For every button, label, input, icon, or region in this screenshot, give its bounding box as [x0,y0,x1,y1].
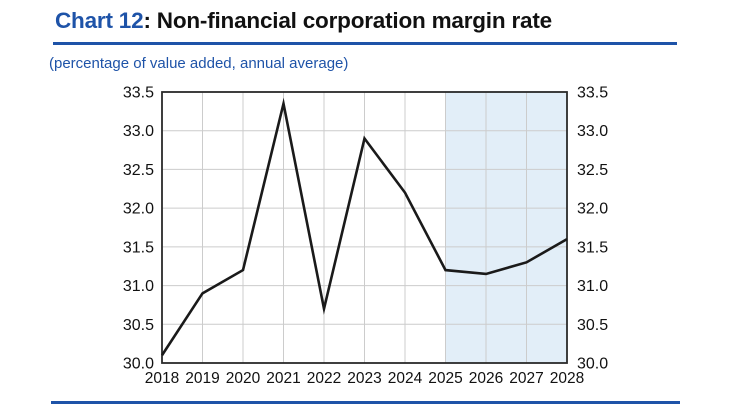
chart-subtitle: (percentage of value added, annual avera… [49,55,349,72]
x-tick-label: 2018 [145,370,179,387]
y-tick-label-left: 31.5 [123,239,154,256]
y-tick-label-right: 30.0 [577,356,608,373]
y-tick-label-left: 31.0 [123,278,154,295]
forecast-band [445,92,567,363]
y-tick-label-left: 32.5 [123,162,154,179]
y-tick-label-right: 31.5 [577,239,608,256]
x-tick-label: 2021 [266,370,300,387]
plot-border [161,91,568,364]
y-tick-label-right: 32.5 [577,162,608,179]
x-axis-labels: 2018 2019 2020 2021 2022 2023 2024 2025 2026 2027… [145,370,584,387]
y-tick-label-left: 30.0 [123,356,154,373]
y-axis-labels: 30.0 30.0 30.5 30.5 31.0 31.0 31.5 31.5 32.0 32.0… [123,85,608,373]
x-tick-label: 2023 [347,370,381,387]
page-title: Chart 12: Non-financial corporation marg… [55,8,552,34]
x-tick-label: 2019 [185,370,219,387]
y-tick-label-left: 33.5 [123,85,154,102]
x-tick-label: 2022 [307,370,341,387]
y-tick-label-left: 33.0 [123,123,154,140]
margin-rate-line-chart: 30.0 30.0 30.5 30.5 31.0 31.0 31.5 31.5 32.0 32.0… [123,85,608,387]
x-tick-label: 2026 [469,370,503,387]
bottom-divider-rule [51,401,680,404]
x-tick-label: 2027 [509,370,543,387]
y-tick-label-right: 33.5 [577,85,608,102]
y-tick-label-left: 30.5 [123,317,154,334]
y-tick-label-left: 32.0 [123,201,154,218]
y-tick-label-right: 32.0 [577,201,608,218]
x-tick-label: 2028 [550,370,584,387]
chart-title-text: : Non-financial corporation margin rate [143,8,552,33]
y-tick-label-right: 30.5 [577,317,608,334]
y-tick-label-right: 33.0 [577,123,608,140]
x-tick-label: 2024 [388,370,423,387]
x-tick-label: 2025 [428,370,462,387]
chart-number-label: Chart 12 [55,8,144,33]
margin-rate-line [160,97,568,356]
x-tick-label: 2020 [226,370,261,387]
y-tick-label-right: 31.0 [577,278,608,295]
title-divider-rule [53,42,677,45]
